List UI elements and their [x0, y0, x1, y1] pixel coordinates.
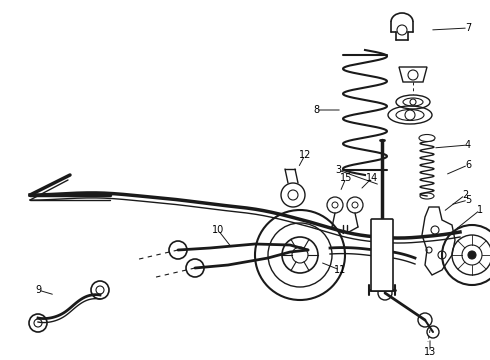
- Text: 6: 6: [465, 160, 471, 170]
- Ellipse shape: [419, 135, 435, 141]
- Text: 11: 11: [334, 265, 346, 275]
- Text: 1: 1: [477, 205, 483, 215]
- Text: 2: 2: [462, 190, 468, 200]
- FancyBboxPatch shape: [371, 219, 393, 291]
- Text: 9: 9: [35, 285, 41, 295]
- Text: 10: 10: [212, 225, 224, 235]
- Text: 7: 7: [465, 23, 471, 33]
- Text: 12: 12: [299, 150, 311, 160]
- Text: 8: 8: [313, 105, 319, 115]
- Text: 5: 5: [465, 195, 471, 205]
- Text: 4: 4: [465, 140, 471, 150]
- Text: 13: 13: [424, 347, 436, 357]
- Circle shape: [468, 251, 476, 259]
- Text: 14: 14: [366, 173, 378, 183]
- Text: 15: 15: [340, 173, 352, 183]
- Text: 3: 3: [335, 165, 341, 175]
